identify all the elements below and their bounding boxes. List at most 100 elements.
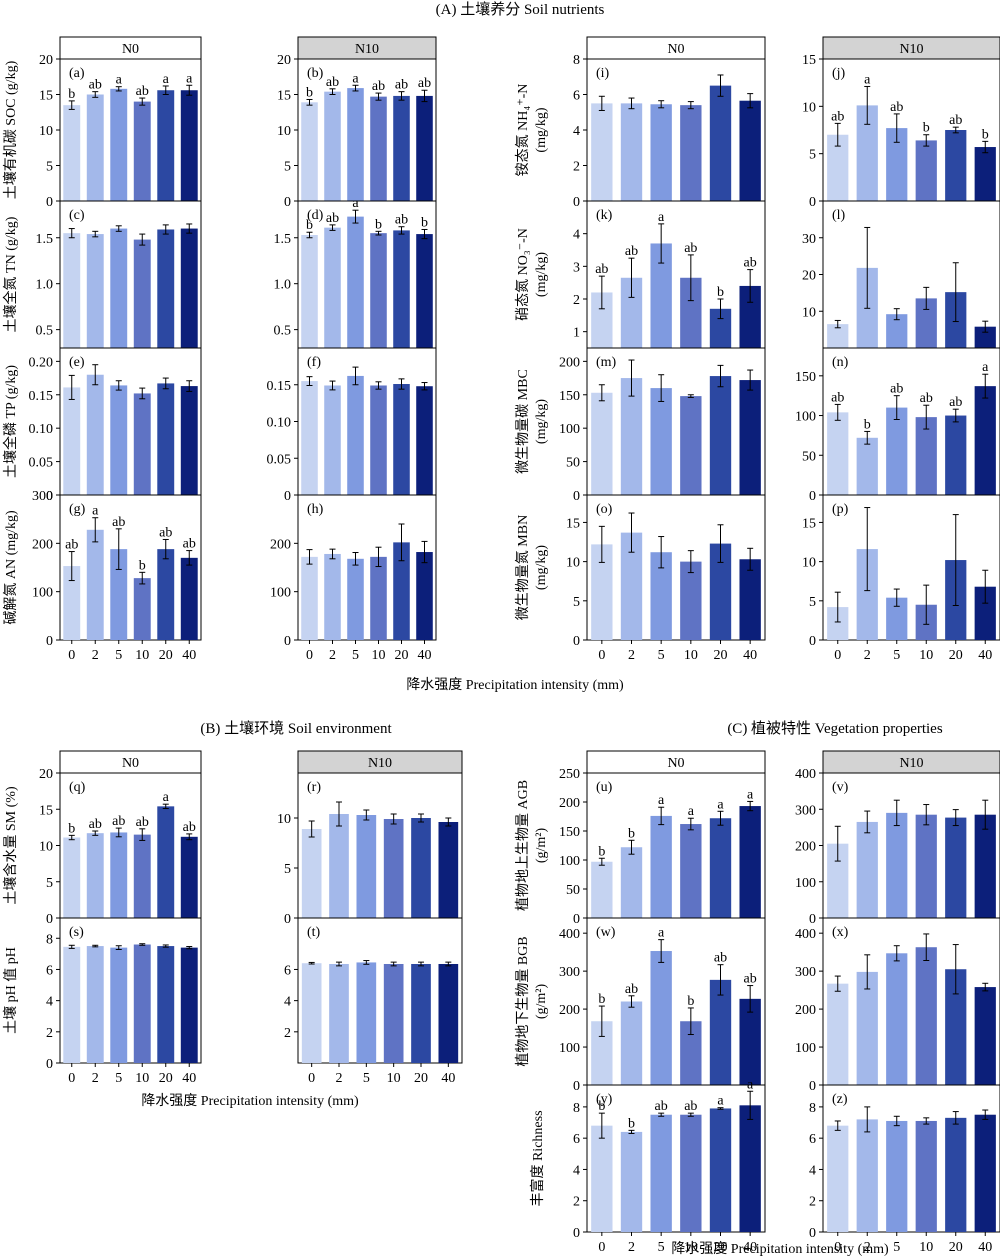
y-tick-label: 0 [284,912,291,927]
significance-letter: b [598,1099,605,1114]
significance-letter: a [186,71,193,86]
y-tick-label: 0 [284,195,291,210]
panel-label: (b) [307,66,324,81]
y-tick-label: 100 [795,410,816,425]
bar [356,815,377,918]
y-tick-label: 0 [809,912,816,927]
y-tick-label: 5 [46,160,53,175]
bar [438,822,459,918]
significance-letter: a [747,1077,754,1092]
y-tick-label: 8 [809,1101,816,1116]
bar [347,216,364,348]
x-tick-label: 10 [919,1240,933,1255]
bar [63,566,81,640]
bar [370,233,387,348]
bar [301,102,318,201]
y-axis-label: 植物地上生物量 AGB [515,780,531,911]
bar [827,324,849,348]
panel-n: 0 50 100 150 ab b ab ab ab a (n) [795,347,1000,504]
panel-g: 0 100 200 300 碱解氮 AN (mg/kg) ab 0 a 2 ab 5 b 10 ab 20 a… [3,489,202,663]
x-tick-label: 10 [387,1071,401,1086]
significance-letter: b [139,558,146,573]
significance-letter: a [658,210,665,225]
y-tick-label: 4 [573,124,580,139]
y-axis-label: 土壤有机碳 SOC (g/kg) [2,60,19,199]
x-tick-label: 5 [363,1071,370,1086]
bar [709,979,732,1085]
y-tick-label: 4 [46,995,53,1010]
section-c-title: (C) 植被特性 Vegetation properties [727,720,943,737]
y-tick-label: 2 [573,293,580,308]
header-b-n0-label: N0 [122,756,139,771]
significance-letter: a [747,787,754,802]
bar [370,556,387,640]
significance-letter: b [687,994,694,1009]
y-tick-label: 15 [39,803,53,818]
x-tick-label: 40 [182,1071,196,1086]
bar [945,130,967,201]
bar [945,415,967,495]
bar [157,383,175,495]
bar [157,90,175,201]
panel-frame [586,58,766,202]
bar [856,105,878,201]
bar [739,998,761,1085]
significance-letter: a [352,196,359,211]
panel-label: (t) [307,925,321,940]
x-tick-label: 20 [159,1071,173,1086]
bar [591,292,613,348]
y-tick-label: 300 [795,965,816,980]
y-tick-label: 100 [795,1041,816,1056]
panel-label: (a) [69,66,85,81]
panel-label: (q) [69,780,86,795]
bar [886,314,908,348]
x-tick-label: 2 [628,1240,635,1255]
bar [739,380,761,495]
bar [827,843,849,918]
bar [827,607,849,640]
y-tick-label: 0 [573,1226,580,1241]
panel-o: 0 5 10 15 微生物量氮 MBN (mg/kg) 0 2 5 10 20 40 (o) [515,494,766,663]
significance-letter: a [864,72,871,87]
bar [856,437,878,495]
panel-frame [59,200,202,349]
y-tick-label: 0 [46,489,53,504]
y-tick-label: 0.5 [274,324,292,339]
x-tick-label: 40 [441,1071,455,1086]
y-tick-label: 5 [809,148,816,163]
y-tick-label: 15 [566,516,580,531]
panel-frame [586,917,766,1086]
bar [709,85,732,201]
panel-frame [822,58,1000,202]
significance-letter: a [982,360,989,375]
significance-letter: b [421,215,428,230]
panel-frame [297,494,437,641]
y-tick-label: 400 [559,927,580,942]
x-tick-label: 0 [834,1240,841,1255]
x-tick-label: 20 [949,1240,963,1255]
significance-letter: ab [831,109,844,124]
x-tick-label: 0 [306,648,313,663]
y-tick-label: 30 [802,232,816,247]
y-tick-label: 1.5 [36,232,54,247]
bar [680,824,702,918]
bar [739,285,761,348]
x-tick-label: 40 [743,648,757,663]
bar [110,385,128,495]
bar [886,597,908,640]
y-tick-label: 300 [795,803,816,818]
panel-frame [297,917,463,1064]
bar [86,94,104,201]
y-tick-label: 2 [46,1026,53,1041]
significance-letter: ab [684,1099,697,1114]
header-c-n10-label: N10 [899,756,923,771]
y-axis-label: (mg/kg) [534,252,549,297]
significance-letter: b [628,826,635,841]
bar [620,378,643,495]
x-tick-label: 2 [864,1240,871,1255]
y-tick-label: 150 [795,370,816,385]
bar [827,983,849,1085]
bar [591,1125,613,1232]
panel-label: (z) [832,1092,848,1107]
